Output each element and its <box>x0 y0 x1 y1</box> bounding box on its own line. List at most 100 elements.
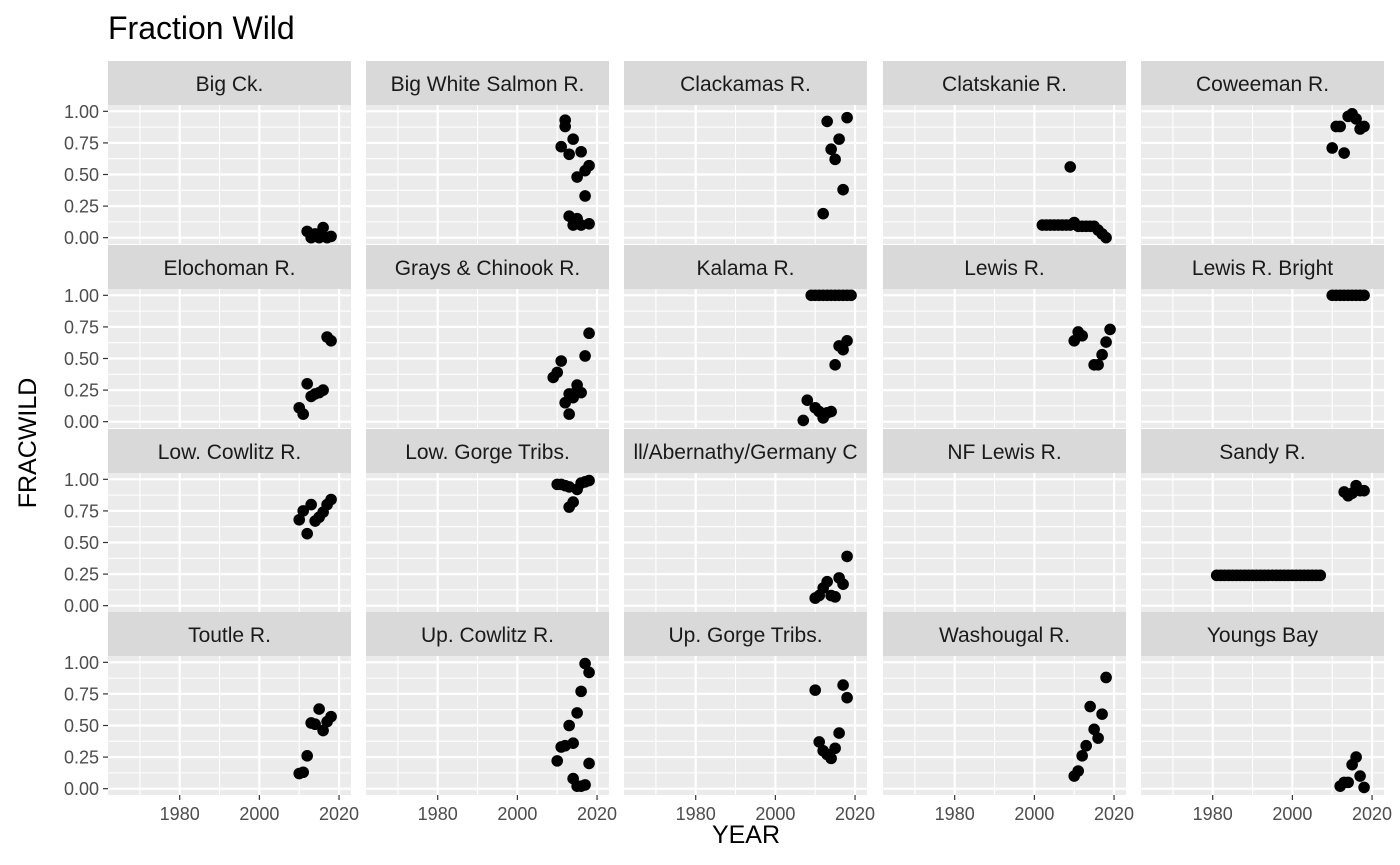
data-point <box>1100 231 1112 244</box>
facet-strip-label: Low. Cowlitz R. <box>158 441 302 464</box>
data-point <box>575 145 587 158</box>
facet-strip-label: Grays & Chinook R. <box>395 257 581 280</box>
facet-strip-label: Clatskanie R. <box>942 73 1067 96</box>
data-point <box>325 710 337 723</box>
x-axis-title: YEAR <box>712 821 780 849</box>
data-point <box>1096 708 1108 720</box>
facet-panel: Kalama R. <box>624 245 867 428</box>
data-point <box>325 493 337 506</box>
facet-strip <box>883 61 1126 105</box>
facet-strip-label: Big White Salmon R. <box>391 73 585 96</box>
data-point <box>825 752 837 765</box>
data-point <box>551 755 564 767</box>
data-point <box>579 350 591 362</box>
data-point <box>583 159 595 172</box>
data-point <box>841 111 853 124</box>
data-point <box>305 498 317 511</box>
data-point <box>555 355 567 367</box>
data-point <box>821 575 833 588</box>
data-point <box>1096 348 1108 361</box>
facet-panel: Lewis R. Bright <box>1141 245 1384 428</box>
facet-strip-label: Coweeman R. <box>1196 73 1329 96</box>
data-point <box>1092 359 1104 371</box>
data-point <box>579 657 591 670</box>
data-point <box>301 527 313 540</box>
data-point <box>313 703 325 715</box>
y-tick-label: 0.25 <box>64 748 99 768</box>
data-point <box>841 335 853 347</box>
data-point <box>1342 776 1354 789</box>
x-tick-label: 2020 <box>1352 804 1392 824</box>
facet-strip <box>1141 429 1384 473</box>
facet-strip <box>883 429 1126 473</box>
x-tick-label: 2020 <box>1094 804 1134 824</box>
data-point <box>829 153 841 166</box>
data-point <box>1314 569 1327 582</box>
facet-strip <box>108 245 351 289</box>
facet-strip-label: Lewis R. <box>964 257 1045 280</box>
data-point <box>559 114 571 126</box>
data-point <box>583 474 595 487</box>
y-tick-label: 0.75 <box>64 684 99 704</box>
data-point <box>1100 671 1112 684</box>
facet-panel: Clackamas R. <box>624 61 867 244</box>
facet-strip <box>1141 61 1384 105</box>
facet-strip-label: Lewis R. Bright <box>1192 257 1333 280</box>
facet-strip <box>624 429 867 473</box>
data-point <box>1334 120 1346 133</box>
facet-strip <box>883 612 1126 656</box>
data-point <box>575 386 587 399</box>
data-point <box>1092 732 1104 744</box>
y-tick-label: 0.25 <box>64 381 99 401</box>
y-axis: 0.00 0.25 0.50 0.75 1.00 0.00 0.25 0.50 0.75 1.00… <box>64 102 108 799</box>
data-point <box>555 140 567 153</box>
y-tick-label: 1.00 <box>64 653 99 673</box>
facet-strip-label: Clackamas R. <box>680 73 811 96</box>
facet-panel: ll/Abernathy/Germany C <box>624 429 867 612</box>
data-point <box>1088 723 1100 736</box>
data-point <box>571 707 583 719</box>
data-point <box>567 133 579 145</box>
data-point <box>571 171 583 183</box>
facet-panel: Washougal R. <box>883 612 1126 795</box>
data-point <box>825 143 837 156</box>
data-point <box>317 724 329 737</box>
data-point <box>1358 289 1370 302</box>
data-point <box>563 148 575 161</box>
data-point <box>1104 323 1116 336</box>
data-point <box>317 384 329 396</box>
facet-strip <box>108 61 351 105</box>
data-point <box>1358 781 1370 794</box>
y-tick-label: 1.00 <box>64 286 99 306</box>
data-point <box>1358 484 1370 497</box>
facet-panels: Big Ck. Big White Salmon R. Clackamas R. Cl… <box>108 61 1384 795</box>
data-point <box>1064 161 1077 173</box>
facet-panel: Up. Cowlitz R. <box>366 612 609 795</box>
data-point <box>297 408 309 420</box>
data-point <box>813 736 825 748</box>
data-point <box>817 207 829 220</box>
data-point <box>579 190 591 202</box>
facet-strip-label: Low. Gorge Tribs. <box>405 441 570 464</box>
y-tick-label: 0.00 <box>64 596 99 616</box>
data-point <box>833 133 845 145</box>
facet-strip <box>108 429 351 473</box>
data-point <box>583 217 595 230</box>
x-tick-label: 2000 <box>1014 804 1054 824</box>
data-point <box>1326 142 1339 154</box>
facet-strip-label: NF Lewis R. <box>947 441 1061 464</box>
data-point <box>829 742 841 755</box>
data-point <box>1358 120 1370 133</box>
data-point <box>825 405 837 418</box>
facet-strip-label: Up. Gorge Tribs. <box>668 624 822 647</box>
x-tick-label: 2020 <box>835 804 875 824</box>
data-point <box>837 578 849 590</box>
data-point <box>837 183 849 196</box>
x-tick-label: 2000 <box>497 804 537 824</box>
y-tick-label: 1.00 <box>64 470 99 490</box>
facet-strip-label: Kalama R. <box>696 257 794 280</box>
data-point <box>829 591 841 603</box>
x-tick-label: 1980 <box>418 804 458 824</box>
data-point <box>845 289 857 302</box>
